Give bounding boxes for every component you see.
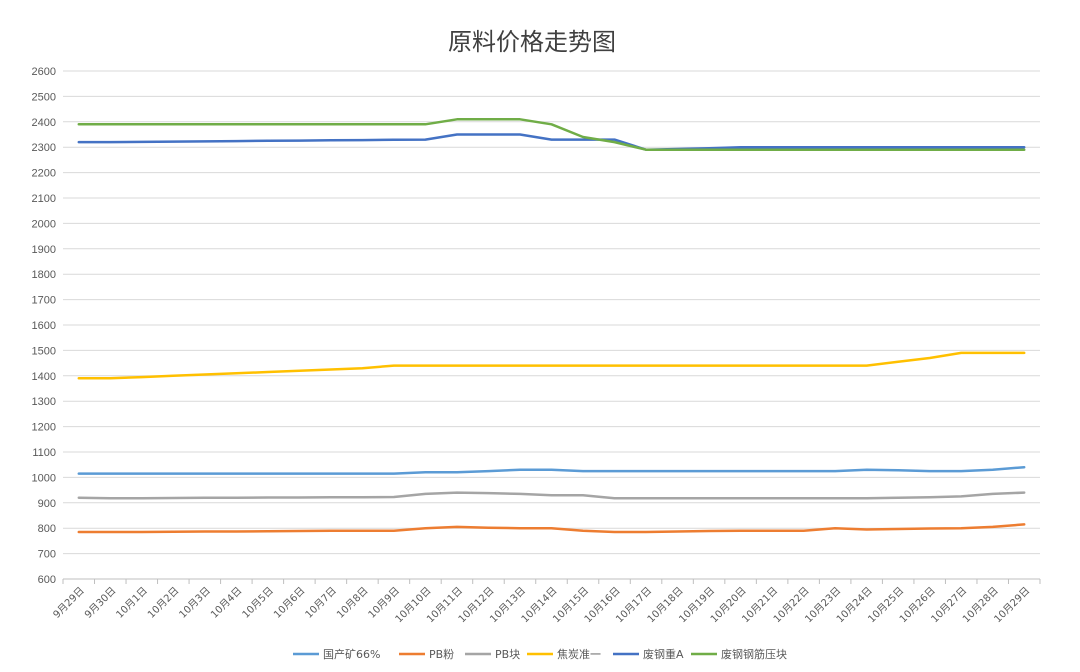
y-tick-label: 800 (38, 523, 56, 535)
legend: 国产矿66% PB粉 PB块 焦炭准一 废钢重A 废钢钢筋压块 (293, 647, 787, 661)
y-tick-label: 1500 (32, 345, 56, 357)
legend-item: 废钢重A (613, 647, 684, 661)
legend-label: PB粉 (429, 648, 454, 661)
y-tick-label: 2000 (32, 218, 56, 230)
y-tick-label: 1900 (32, 244, 56, 256)
y-tick-label: 1700 (32, 295, 56, 307)
series-line (77, 523, 1026, 534)
legend-label: 焦炭准一 (557, 648, 601, 661)
legend-label: 国产矿66% (323, 647, 380, 661)
series-line (77, 118, 1026, 151)
series-line (77, 133, 1026, 151)
gridlines (63, 70, 1040, 555)
legend-item: 焦炭准一 (527, 648, 601, 661)
y-tick-label: 1800 (32, 269, 56, 281)
series-line (77, 351, 1026, 380)
y-tick-label: 1300 (32, 396, 56, 408)
y-tick-label: 1400 (32, 371, 56, 383)
y-axis-tick-labels: 600 700 800 900 1000 1100 1200 1300 1400 1500 1600… (32, 66, 56, 586)
y-tick-label: 2600 (32, 66, 56, 78)
y-tick-label: 2400 (32, 117, 56, 129)
series-lines (77, 118, 1026, 534)
legend-label: PB块 (495, 648, 520, 661)
y-tick-label: 2100 (32, 193, 56, 205)
chart-title: 原料价格走势图 (448, 28, 616, 56)
x-axis (62, 578, 1041, 584)
legend-item: PB块 (465, 648, 520, 661)
y-tick-label: 600 (38, 574, 56, 586)
y-tick-label: 2200 (32, 168, 56, 180)
y-tick-label: 700 (38, 549, 56, 561)
y-tick-label: 1600 (32, 320, 56, 332)
y-tick-label: 900 (38, 498, 56, 510)
legend-item: 废钢钢筋压块 (691, 647, 787, 661)
legend-label: 废钢重A (643, 647, 684, 661)
y-tick-label: 1100 (32, 447, 56, 459)
y-tick-label: 1200 (32, 422, 56, 434)
y-tick-label: 1000 (32, 472, 56, 484)
legend-label: 废钢钢筋压块 (721, 647, 787, 661)
series-line (77, 465, 1026, 475)
y-tick-label: 2300 (32, 142, 56, 154)
legend-item: PB粉 (399, 648, 454, 661)
y-tick-label: 2500 (32, 91, 56, 103)
legend-item: 国产矿66% (293, 647, 380, 661)
series-line (77, 491, 1026, 500)
